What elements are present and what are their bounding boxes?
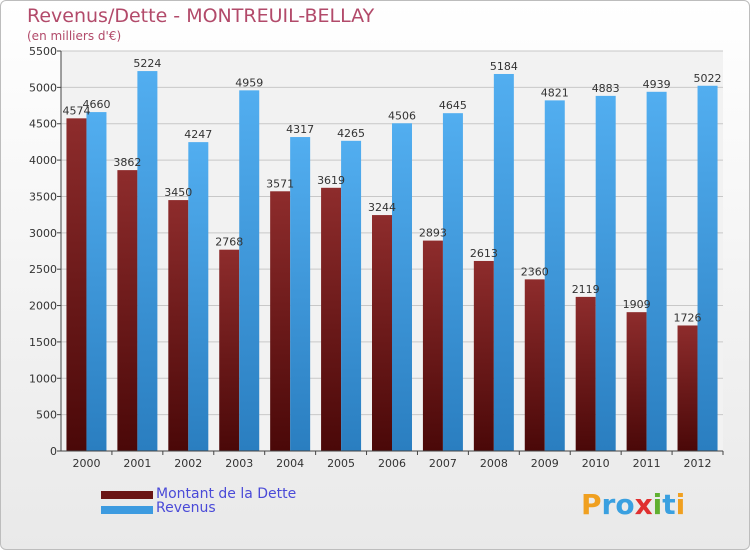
data-label-revenus: 4883 bbox=[592, 82, 620, 95]
legend-swatch-revenus bbox=[101, 506, 153, 514]
data-label-dette: 2613 bbox=[470, 247, 498, 260]
bar-revenus bbox=[493, 73, 514, 452]
x-tick-label: 2009 bbox=[531, 457, 559, 470]
x-tick-label: 2007 bbox=[429, 457, 457, 470]
legend-swatch-debt bbox=[101, 491, 153, 499]
x-tick-label: 2010 bbox=[582, 457, 610, 470]
bar-dette bbox=[270, 191, 291, 452]
logo-letter: P bbox=[581, 488, 602, 521]
data-label-dette: 1909 bbox=[623, 298, 651, 311]
data-label-revenus: 5224 bbox=[133, 57, 161, 70]
bar-revenus bbox=[239, 90, 260, 451]
logo-letter: x bbox=[634, 488, 653, 521]
bar-revenus bbox=[86, 112, 107, 451]
chart-title: Revenus/Dette - MONTREUIL-BELLAY bbox=[27, 5, 375, 27]
data-label-revenus: 4821 bbox=[541, 86, 569, 99]
bar-revenus bbox=[646, 91, 667, 452]
bar-dette bbox=[219, 249, 240, 451]
data-label-revenus: 4317 bbox=[286, 123, 314, 136]
y-tick-label: 500 bbox=[36, 409, 57, 422]
bar-revenus bbox=[341, 140, 362, 451]
data-label-dette: 2360 bbox=[521, 265, 549, 278]
data-label-dette: 2768 bbox=[215, 236, 243, 249]
y-tick-label: 4500 bbox=[29, 118, 57, 131]
logo-letter: r bbox=[601, 488, 616, 521]
x-tick-label: 2005 bbox=[327, 457, 355, 470]
bar-dette bbox=[626, 312, 647, 451]
bar-revenus bbox=[290, 137, 311, 451]
x-tick-label: 2000 bbox=[72, 457, 100, 470]
y-tick-label: 0 bbox=[50, 445, 57, 458]
y-tick-label: 4000 bbox=[29, 154, 57, 167]
bar-revenus bbox=[697, 85, 718, 451]
data-label-dette: 2893 bbox=[419, 227, 447, 240]
y-tick-label: 2500 bbox=[29, 263, 57, 276]
data-label-dette: 2119 bbox=[572, 283, 600, 296]
x-tick-label: 2012 bbox=[684, 457, 712, 470]
bar-dette bbox=[168, 200, 189, 451]
data-label-revenus: 4506 bbox=[388, 109, 416, 122]
logo-letter: i bbox=[652, 488, 663, 521]
data-label-dette: 3571 bbox=[266, 177, 294, 190]
bar-dette bbox=[575, 296, 596, 451]
bar-dette bbox=[422, 240, 443, 451]
proxiti-logo: Proxiti bbox=[581, 488, 685, 521]
bar-dette bbox=[473, 260, 494, 451]
bar-revenus bbox=[595, 95, 616, 451]
data-label-dette: 3450 bbox=[164, 186, 192, 199]
chart-subtitle: (en milliers d'€) bbox=[27, 29, 122, 43]
y-tick-label: 3000 bbox=[29, 227, 57, 240]
y-tick-label: 5500 bbox=[29, 45, 57, 58]
bar-dette bbox=[117, 170, 138, 452]
y-tick-label: 3500 bbox=[29, 190, 57, 203]
bar-revenus bbox=[188, 142, 209, 452]
data-label-dette: 3862 bbox=[113, 156, 141, 169]
legend-label-revenus: Revenus bbox=[156, 500, 216, 516]
data-label-revenus: 5022 bbox=[694, 72, 722, 85]
bar-dette bbox=[677, 325, 698, 451]
bar-dette bbox=[66, 118, 87, 451]
data-label-revenus: 4939 bbox=[643, 78, 671, 91]
y-tick-label: 1000 bbox=[29, 372, 57, 385]
data-label-dette: 3619 bbox=[317, 174, 345, 187]
data-label-revenus: 4645 bbox=[439, 99, 467, 112]
bar-revenus bbox=[442, 113, 463, 451]
data-label-revenus: 4959 bbox=[235, 76, 263, 89]
data-label-revenus: 4247 bbox=[184, 128, 212, 141]
bar-revenus bbox=[392, 123, 412, 452]
logo-letter: o bbox=[615, 488, 635, 521]
legend-label-debt: Montant de la Dette bbox=[156, 486, 297, 502]
x-tick-label: 2001 bbox=[123, 457, 151, 470]
bar-revenus bbox=[137, 71, 158, 451]
bar-dette bbox=[372, 215, 392, 451]
data-label-revenus: 4660 bbox=[82, 98, 110, 111]
x-tick-label: 2002 bbox=[174, 457, 202, 470]
y-tick-label: 2000 bbox=[29, 300, 57, 313]
x-tick-label: 2004 bbox=[276, 457, 304, 470]
data-label-revenus: 4265 bbox=[337, 127, 365, 140]
bar-dette bbox=[524, 279, 545, 451]
data-label-dette: 3244 bbox=[368, 201, 396, 214]
y-tick-label: 1500 bbox=[29, 336, 57, 349]
data-label-revenus: 5184 bbox=[490, 60, 518, 73]
logo-letter: t bbox=[662, 488, 676, 521]
x-tick-label: 2011 bbox=[633, 457, 661, 470]
data-label-dette: 1726 bbox=[674, 311, 702, 324]
x-tick-label: 2006 bbox=[378, 457, 406, 470]
x-tick-label: 2003 bbox=[225, 457, 253, 470]
x-tick-label: 2008 bbox=[480, 457, 508, 470]
data-label-dette: 4574 bbox=[62, 104, 90, 117]
logo-letter: i bbox=[675, 488, 686, 521]
bar-dette bbox=[321, 187, 342, 452]
bar-revenus bbox=[544, 100, 565, 451]
y-tick-label: 5000 bbox=[29, 81, 57, 94]
